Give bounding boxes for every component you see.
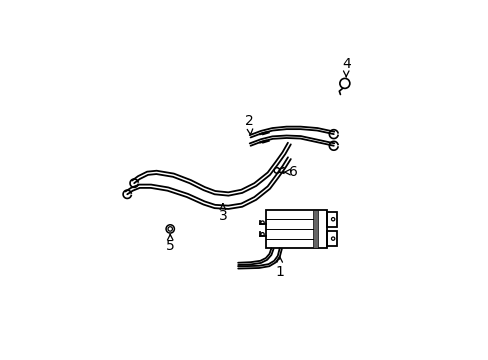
Text: 6: 6 (283, 165, 297, 179)
Text: 4: 4 (341, 57, 350, 77)
Bar (265, 210, 326, 248)
Bar (313, 210, 318, 248)
Text: 2: 2 (244, 114, 253, 135)
Text: 1: 1 (275, 257, 284, 279)
Text: 3: 3 (218, 204, 227, 224)
Bar (326, 231, 336, 246)
Bar (326, 212, 336, 226)
Text: 5: 5 (165, 234, 174, 253)
